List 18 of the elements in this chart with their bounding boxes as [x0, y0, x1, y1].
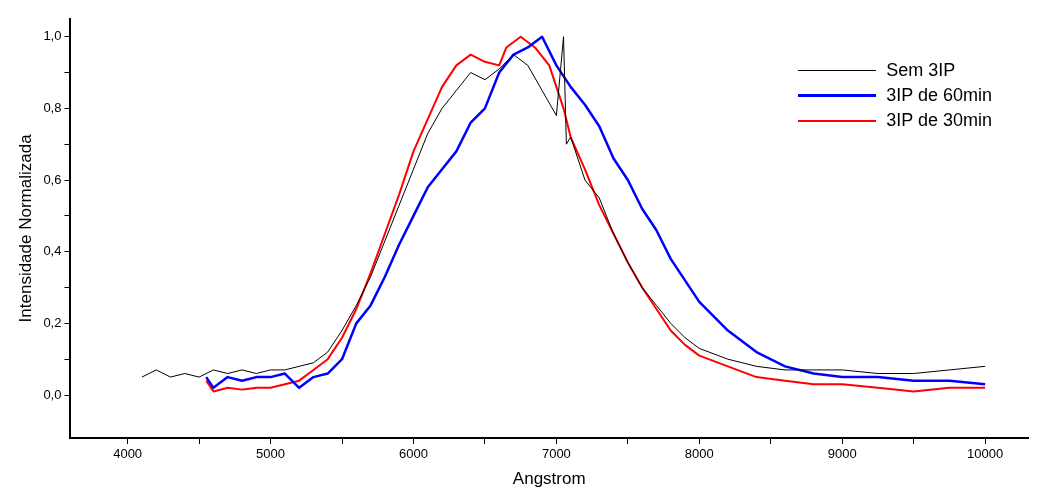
x-tick-label: 4000 — [113, 446, 143, 462]
x-tick-label: 7000 — [541, 446, 571, 462]
y-axis-title: Intensidade Normalizada — [15, 133, 35, 323]
x-tick-label: 8000 — [684, 446, 714, 462]
legend-label: Sem 3IP — [886, 60, 956, 81]
y-tick-label: 0,2 — [43, 314, 62, 330]
y-tick-label: 0,8 — [43, 99, 62, 115]
y-tick-label: 0,6 — [43, 171, 62, 187]
x-tick-label: 10000 — [967, 446, 1004, 462]
x-tick-label: 5000 — [256, 446, 286, 462]
x-tick-label: 6000 — [399, 446, 428, 462]
y-tick-label: 0,0 — [43, 386, 62, 402]
legend-label: 3IP de 30min — [886, 110, 992, 131]
x-axis-title: Angstrom — [512, 469, 586, 489]
legend-label: 3IP de 60min — [886, 85, 992, 106]
x-tick-label: 9000 — [827, 446, 857, 462]
y-tick-label: 0,4 — [43, 243, 62, 259]
y-tick-label: 1,0 — [43, 28, 62, 44]
